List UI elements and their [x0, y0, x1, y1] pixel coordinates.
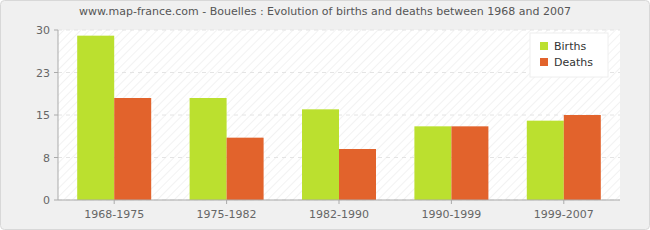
y-tick-label: 0: [43, 194, 50, 207]
legend-label: Deaths: [554, 56, 593, 69]
x-tick-label: 1982-1990: [309, 208, 369, 221]
y-tick-label: 30: [36, 24, 50, 37]
bar: [190, 98, 227, 200]
legend-label: Births: [554, 40, 586, 53]
x-tick: [563, 200, 564, 204]
chart-container: www.map-france.com - Bouelles : Evolutio…: [0, 0, 650, 230]
y-axis: [58, 30, 59, 200]
x-tick: [114, 200, 115, 204]
plot-hatch: [58, 30, 620, 200]
legend-swatch: [540, 58, 548, 66]
legend-swatch: [540, 42, 548, 50]
legend: Births Deaths: [530, 33, 608, 77]
x-tick-label: 1990-1999: [421, 208, 481, 221]
y-tick: [54, 115, 58, 116]
x-tick: [451, 200, 452, 204]
title: www.map-france.com - Bouelles : Evolutio…: [79, 5, 571, 18]
grid-line: [58, 30, 620, 31]
bar: [451, 126, 488, 200]
bar: [527, 121, 564, 200]
bar: [414, 126, 451, 200]
bars: [77, 36, 601, 200]
x-tick: [226, 200, 227, 204]
x-tick: [339, 200, 340, 204]
bar: [77, 36, 114, 200]
x-tick-label: 1968-1975: [84, 208, 144, 221]
x-tick-label: 1975-1982: [197, 208, 257, 221]
bar: [227, 138, 264, 200]
y-tick: [54, 30, 58, 31]
y-tick-label: 8: [43, 152, 50, 165]
y-tick-label: 23: [36, 67, 50, 80]
y-tick: [54, 200, 58, 201]
y-tick-label: 15: [36, 109, 50, 122]
x-tick-label: 1999-2007: [534, 208, 594, 221]
plot-area: [58, 30, 620, 200]
bar: [302, 109, 339, 200]
chart-svg: www.map-france.com - Bouelles : Evolutio…: [0, 0, 650, 230]
y-tick: [54, 157, 58, 158]
legend-box: [530, 33, 608, 77]
bar: [114, 98, 151, 200]
bar: [564, 115, 601, 200]
bar: [339, 149, 376, 200]
background: [1, 1, 650, 230]
y-tick: [54, 72, 58, 73]
